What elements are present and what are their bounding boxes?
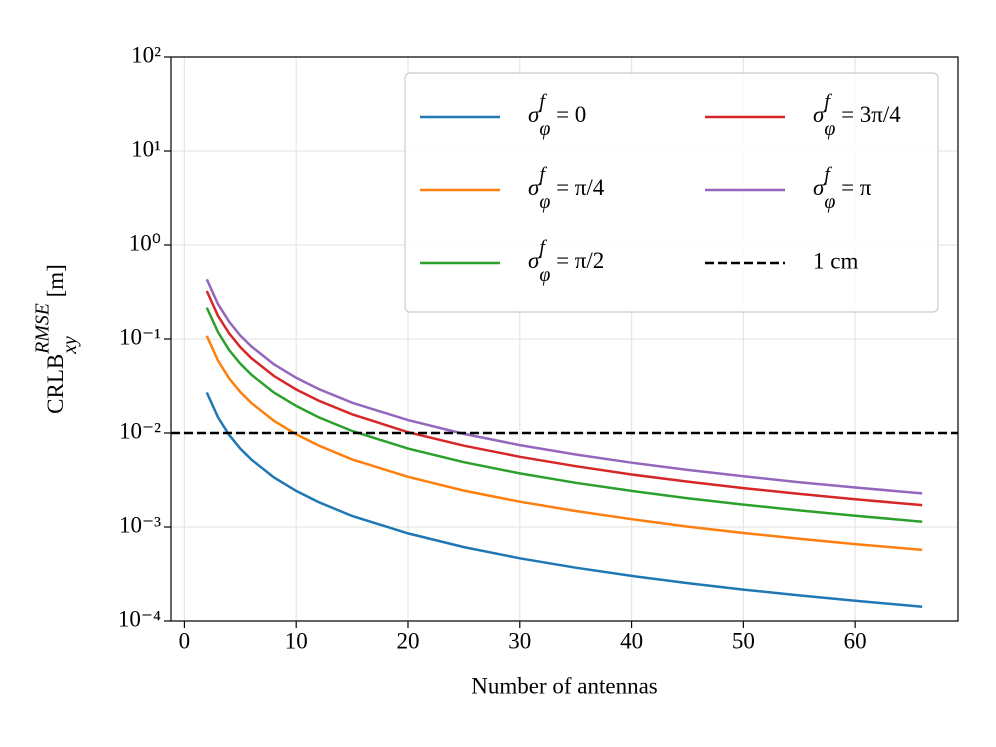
legend-label: σf φ = π/2: [528, 236, 604, 285]
series-line: [205, 391, 923, 608]
legend-box: [404, 72, 939, 313]
series-line: [205, 290, 923, 507]
y-axis-label: CRLBRMSE xy [m]: [31, 264, 80, 414]
y-tick-label: 10¹: [131, 136, 161, 161]
y-tick-label: 10²: [131, 42, 161, 67]
legend-label: σf φ = π: [813, 163, 872, 212]
series-line: [205, 278, 923, 495]
legend-label: σf φ = 0: [528, 90, 586, 139]
x-tick-label: 60: [844, 628, 867, 653]
series-line: [205, 335, 923, 552]
y-tick-label: 10⁻¹: [119, 324, 161, 349]
y-tick-label: 10⁻²: [119, 418, 161, 443]
series-line: [205, 307, 923, 523]
x-tick-label: 0: [179, 628, 191, 653]
y-tick-label: 10⁻³: [119, 512, 161, 537]
y-tick-label: 10⁰: [129, 230, 161, 255]
legend-label: σf φ = π/4: [528, 163, 605, 212]
x-tick-label: 50: [732, 628, 755, 653]
y-tick-label: 10⁻⁴: [118, 606, 161, 631]
x-tick-label: 40: [620, 628, 643, 653]
x-tick-label: 20: [396, 628, 419, 653]
legend-label: σf φ = 3π/4: [813, 90, 901, 139]
x-axis-label: Number of antennas: [471, 673, 658, 698]
plot-frame: [170, 56, 959, 622]
x-tick-label: 10: [285, 628, 308, 653]
x-tick-label: 30: [508, 628, 531, 653]
legend-label: 1 cm: [813, 248, 858, 273]
